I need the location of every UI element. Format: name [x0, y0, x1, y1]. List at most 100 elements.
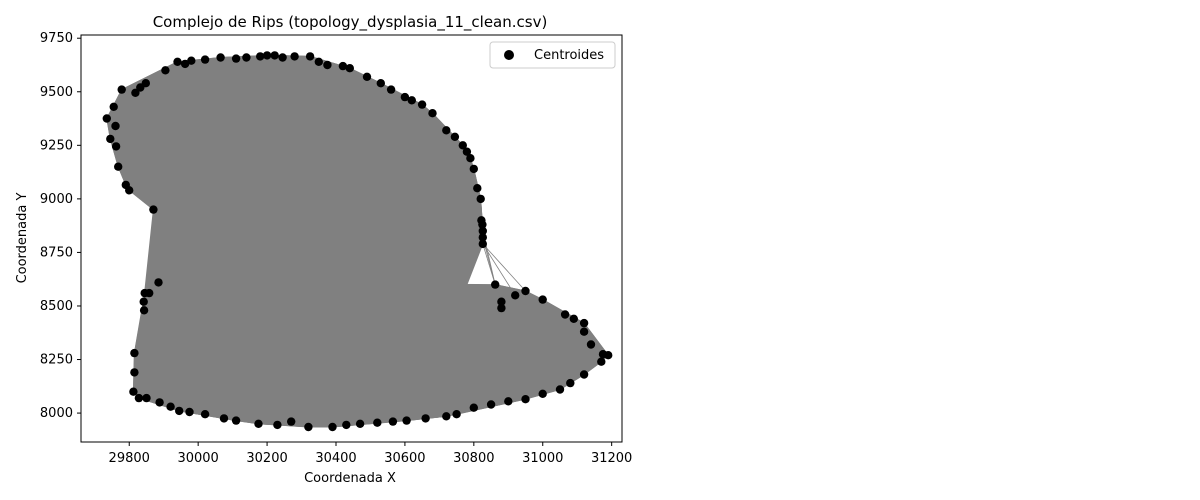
centroid-point — [180, 59, 190, 69]
y-tick-label: 8250 — [40, 353, 73, 368]
centroid-point — [569, 314, 578, 323]
complex-edge — [135, 59, 206, 94]
complex-edge — [583, 344, 592, 375]
centroid-point — [102, 114, 112, 123]
centroid-point — [328, 422, 337, 432]
centroid-point — [109, 102, 118, 112]
centroid-point — [106, 134, 115, 144]
complex-edge — [570, 353, 604, 384]
x-tick-label: 30200 — [246, 451, 287, 466]
centroid-point — [338, 61, 348, 71]
centroid-point — [231, 54, 241, 63]
complex-edge — [583, 322, 609, 356]
centroid-point — [175, 406, 184, 416]
centroid-point — [491, 280, 500, 289]
complex-edge — [482, 243, 496, 285]
centroid-point — [130, 368, 139, 377]
complex-edge — [134, 372, 160, 403]
complex-edge — [134, 352, 160, 403]
complex-edge — [501, 307, 566, 315]
centroid-point — [538, 389, 547, 398]
complex-edge — [542, 299, 592, 345]
legend-marker — [504, 50, 514, 60]
complex-edge — [134, 352, 147, 399]
centroid-point — [386, 85, 396, 94]
complex-edge — [501, 290, 526, 309]
centroid-point — [355, 419, 365, 428]
legend-box — [489, 41, 616, 69]
centroid-point — [462, 147, 472, 156]
centroid-point — [478, 233, 487, 242]
x-tick-label: 31200 — [591, 451, 632, 466]
centroid-point — [125, 186, 134, 195]
complex-edge — [482, 243, 526, 292]
legend-label: Centroides — [534, 48, 604, 63]
complex-edge — [515, 294, 543, 300]
centroid-point — [219, 414, 229, 423]
centroid-point — [362, 72, 372, 82]
centroid-point — [111, 121, 120, 131]
centroid-point — [421, 414, 430, 423]
y-axis-label: Coordenada Y — [15, 193, 30, 284]
centroid-point — [442, 126, 451, 135]
x-tick-label: 30800 — [453, 451, 494, 466]
centroid-point — [187, 56, 196, 65]
complex-edge — [390, 89, 447, 131]
centroid-point — [566, 378, 575, 388]
complex-edge — [573, 318, 609, 356]
y-tick-label: 9000 — [40, 192, 73, 207]
y-tick-label: 9250 — [40, 138, 73, 153]
centroid-point — [287, 417, 296, 426]
complex-edge — [128, 189, 154, 210]
centroid-point — [142, 393, 151, 403]
complex-edge — [569, 331, 585, 384]
centroid-point — [166, 402, 175, 411]
complex-edge — [236, 420, 292, 423]
complex-edge — [501, 307, 574, 320]
complex-edge — [501, 301, 566, 315]
complex-edge — [559, 344, 592, 390]
plot-frame — [80, 34, 623, 443]
centroid-point — [388, 417, 398, 426]
centroid-point — [111, 142, 121, 151]
complex-edge — [473, 168, 482, 199]
centroid-point — [200, 55, 210, 64]
centroid-point — [154, 278, 163, 287]
centroid-point — [538, 295, 547, 304]
centroid-point — [442, 412, 451, 421]
centroid-point — [185, 407, 194, 417]
centroid-point — [373, 418, 382, 427]
y-tick-label: 8750 — [40, 245, 73, 260]
complex-edge — [205, 413, 292, 423]
centroid-points — [102, 51, 613, 432]
centroid-point — [579, 327, 589, 336]
complex-edge — [495, 284, 526, 292]
complex-edge — [117, 166, 154, 210]
complex-edge — [134, 310, 145, 354]
y-tick-label: 9500 — [40, 85, 73, 100]
centroid-point — [141, 79, 150, 88]
x-tick-label: 30400 — [315, 451, 356, 466]
centroid-point — [504, 397, 513, 406]
x-axis-label: Coordenada X — [304, 471, 396, 486]
centroid-point — [304, 422, 313, 432]
centroid-point — [458, 141, 467, 150]
centroid-point — [486, 400, 496, 409]
complex-edge — [115, 89, 123, 127]
centroid-point — [466, 154, 475, 163]
centroid-point — [478, 239, 487, 249]
centroid-point — [270, 51, 279, 60]
centroid-point — [273, 420, 282, 430]
y-tick-label: 8500 — [40, 299, 73, 314]
centroid-point — [305, 52, 315, 61]
centroid-point — [598, 350, 608, 359]
centroid-point — [376, 79, 385, 88]
complex-edge — [134, 372, 147, 399]
centroid-point — [139, 306, 149, 315]
centroid-point — [452, 410, 461, 419]
x-tick-label: 30600 — [384, 451, 425, 466]
y-axis-ticks: 8000 8250 8500 8750 9000 9250 9500 9750 — [40, 31, 81, 421]
centroid-point — [402, 416, 411, 425]
complex-edge — [583, 322, 604, 355]
